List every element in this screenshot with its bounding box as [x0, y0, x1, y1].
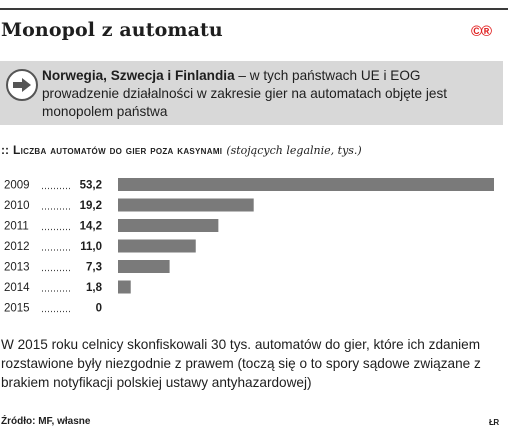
value-label: 7,3 — [86, 262, 102, 274]
top-rule — [0, 8, 508, 10]
bar — [118, 260, 170, 273]
value-label: 11,0 — [80, 241, 102, 253]
category-label: 2009 — [4, 180, 30, 192]
value-label: 14,2 — [80, 221, 102, 233]
chart-title: :: Liczba automatów do gier poza kasynami… — [1, 143, 362, 157]
arrow-right-circle-icon — [6, 69, 38, 101]
value-label: 0 — [96, 303, 102, 315]
bar — [118, 239, 196, 253]
headline: Monopol z automatu — [1, 19, 223, 41]
body-text: W 2015 roku celnicy skonfiskowali 30 tys… — [1, 337, 481, 390]
chart-title-marker: :: — [1, 143, 9, 157]
callout-box: Norwegia, Szwecja i Finlandia – w tych p… — [0, 61, 503, 125]
value-label: 53,2 — [80, 180, 102, 192]
callout-description: – w tych państwach UE i EOG prowadzenie … — [42, 68, 448, 119]
bar-chart: 2009 53,2 2010 19,2 2011 14,2 2012 11,0 2013 7,3 2… — [4, 178, 494, 315]
callout-text: Norwegia, Szwecja i Finlandia – w tych p… — [42, 67, 482, 121]
source-note: Źródło: MF, własne — [1, 416, 91, 427]
publisher-logo: ŁR — [489, 418, 499, 427]
category-label: 2011 — [4, 221, 29, 233]
category-label: 2014 — [4, 282, 30, 294]
bar — [118, 219, 219, 232]
bar — [118, 178, 494, 191]
value-label: 1,8 — [86, 282, 103, 294]
callout-countries: Norwegia, Szwecja i Finlandia — [42, 68, 235, 83]
value-label: 19,2 — [80, 200, 102, 212]
copyright-badge: ©® — [471, 23, 492, 40]
category-label: 2012 — [4, 241, 30, 253]
category-label: 2015 — [4, 303, 30, 315]
category-label: 2013 — [4, 262, 30, 274]
category-label: 2010 — [4, 200, 30, 212]
bar — [118, 280, 131, 294]
bar — [118, 198, 254, 212]
chart-title-main: Liczba automatów do gier poza kasynami — [13, 143, 223, 157]
chart-title-note: (stojących legalnie, tys.) — [226, 144, 362, 157]
